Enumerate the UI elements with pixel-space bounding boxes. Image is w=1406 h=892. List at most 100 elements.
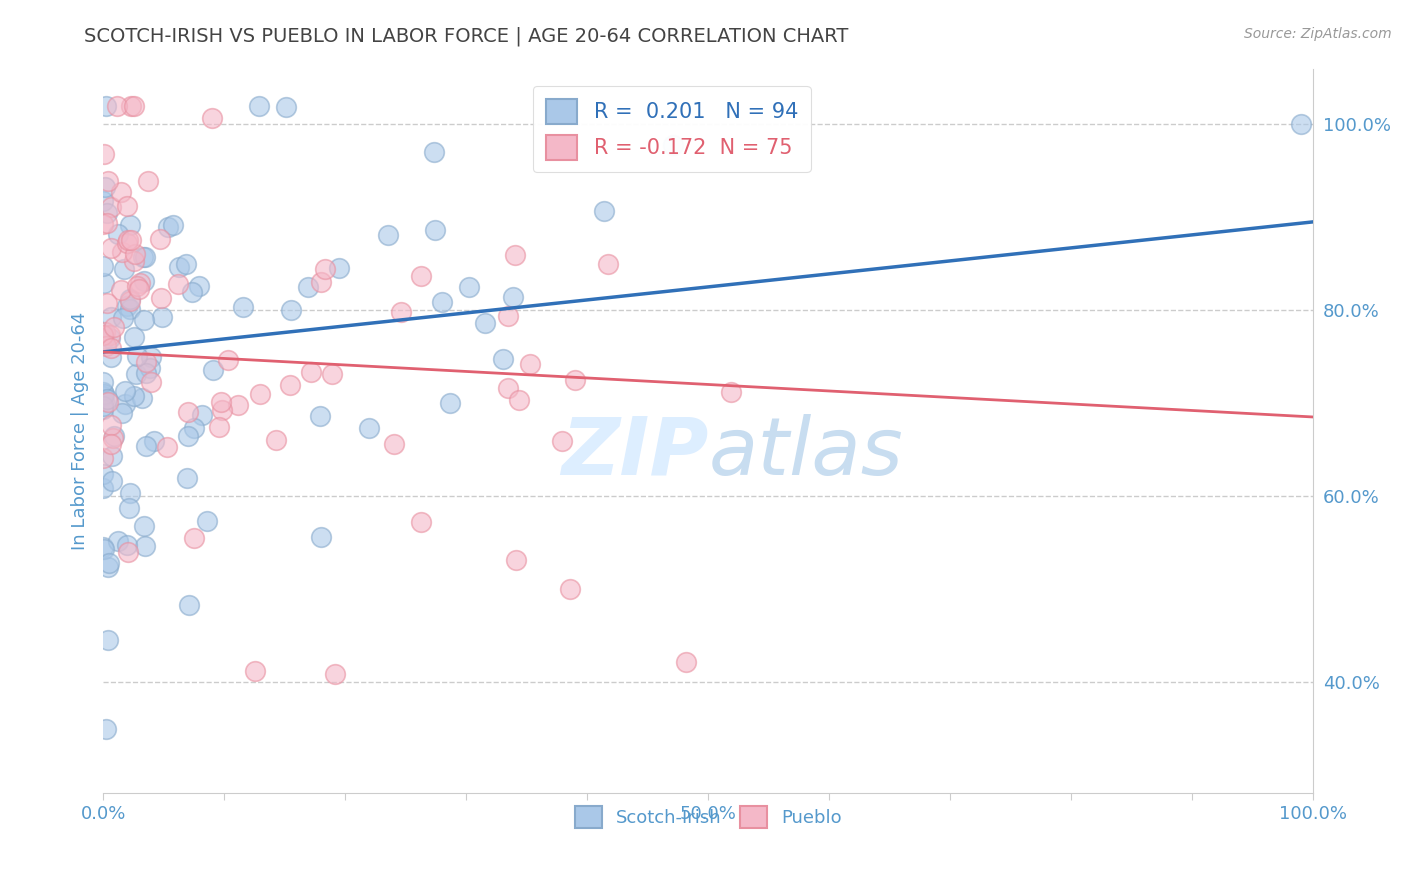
Point (91, 259, 114, 273)
Point (91, 399, 114, 413)
Point (423, 145, 446, 159)
Point (120, 294, 142, 309)
Point (94, 339, 117, 353)
Point (96, 392, 118, 407)
Point (328, 261, 350, 276)
Point (157, 219, 180, 234)
Point (114, 384, 136, 398)
Point (96, 98, 118, 112)
Point (125, 367, 148, 381)
Text: SCOTCH-IRISH VS PUEBLO IN LABOR FORCE | AGE 20-64 CORRELATION CHART: SCOTCH-IRISH VS PUEBLO IN LABOR FORCE | … (84, 27, 849, 46)
Point (100, 341, 122, 355)
Point (280, 303, 302, 318)
Point (560, 582, 582, 596)
Point (91, 194, 114, 209)
Point (115, 199, 138, 213)
Point (409, 268, 432, 283)
Point (309, 409, 332, 423)
Point (551, 434, 574, 448)
Point (508, 393, 530, 408)
Point (98, 331, 121, 345)
Point (156, 440, 179, 454)
Point (132, 313, 155, 327)
Point (100, 417, 122, 432)
Point (321, 367, 343, 381)
Point (93, 542, 115, 557)
Point (496, 309, 519, 323)
Point (135, 355, 157, 369)
Point (96, 216, 118, 230)
Point (93, 451, 115, 466)
Point (177, 598, 200, 612)
Point (675, 655, 697, 669)
Point (111, 244, 134, 259)
Point (423, 223, 446, 237)
Point (162, 218, 184, 232)
Point (91, 375, 114, 389)
Point (122, 254, 145, 268)
Point (247, 98, 270, 112)
Point (149, 232, 172, 246)
Point (101, 431, 124, 445)
Point (110, 186, 132, 200)
Point (107, 533, 129, 548)
Point (1289, 117, 1312, 131)
Point (167, 260, 190, 274)
Point (118, 302, 141, 317)
Point (128, 282, 150, 296)
Point (125, 349, 148, 363)
Point (142, 434, 165, 448)
Point (118, 219, 141, 233)
Text: Source: ZipAtlas.com: Source: ZipAtlas.com (1244, 27, 1392, 41)
Point (150, 291, 173, 305)
Point (309, 530, 332, 544)
Point (593, 203, 616, 218)
Point (135, 439, 157, 453)
Point (98, 328, 121, 343)
Point (132, 519, 155, 533)
Point (492, 352, 515, 367)
Point (117, 299, 139, 313)
Point (100, 241, 122, 255)
Point (91, 217, 114, 231)
Point (103, 429, 125, 443)
Point (93, 332, 115, 346)
Point (91, 401, 114, 416)
Point (167, 277, 190, 292)
Point (458, 280, 481, 294)
Point (132, 274, 155, 288)
Text: atlas: atlas (709, 414, 903, 491)
Point (120, 233, 142, 247)
Point (93, 385, 115, 400)
Point (139, 360, 162, 375)
Point (564, 372, 586, 386)
Point (299, 364, 322, 378)
Point (124, 247, 146, 261)
Point (100, 449, 122, 463)
Point (118, 292, 141, 306)
Point (110, 283, 132, 297)
Point (474, 316, 496, 330)
Point (97, 395, 120, 409)
Point (91, 389, 114, 403)
Point (496, 381, 519, 395)
Point (177, 405, 200, 419)
Point (93, 394, 115, 409)
Point (357, 421, 380, 435)
Point (122, 330, 145, 344)
Point (314, 262, 336, 277)
Point (266, 434, 288, 448)
Point (100, 200, 122, 214)
Point (278, 378, 301, 392)
Text: ZIP: ZIP (561, 414, 709, 491)
Point (132, 250, 155, 264)
Point (382, 437, 405, 451)
Point (97, 560, 120, 574)
Point (207, 419, 229, 434)
Point (195, 514, 218, 528)
Point (101, 475, 124, 489)
Point (135, 366, 157, 380)
Point (115, 236, 138, 251)
Point (309, 276, 332, 290)
Point (105, 98, 128, 112)
